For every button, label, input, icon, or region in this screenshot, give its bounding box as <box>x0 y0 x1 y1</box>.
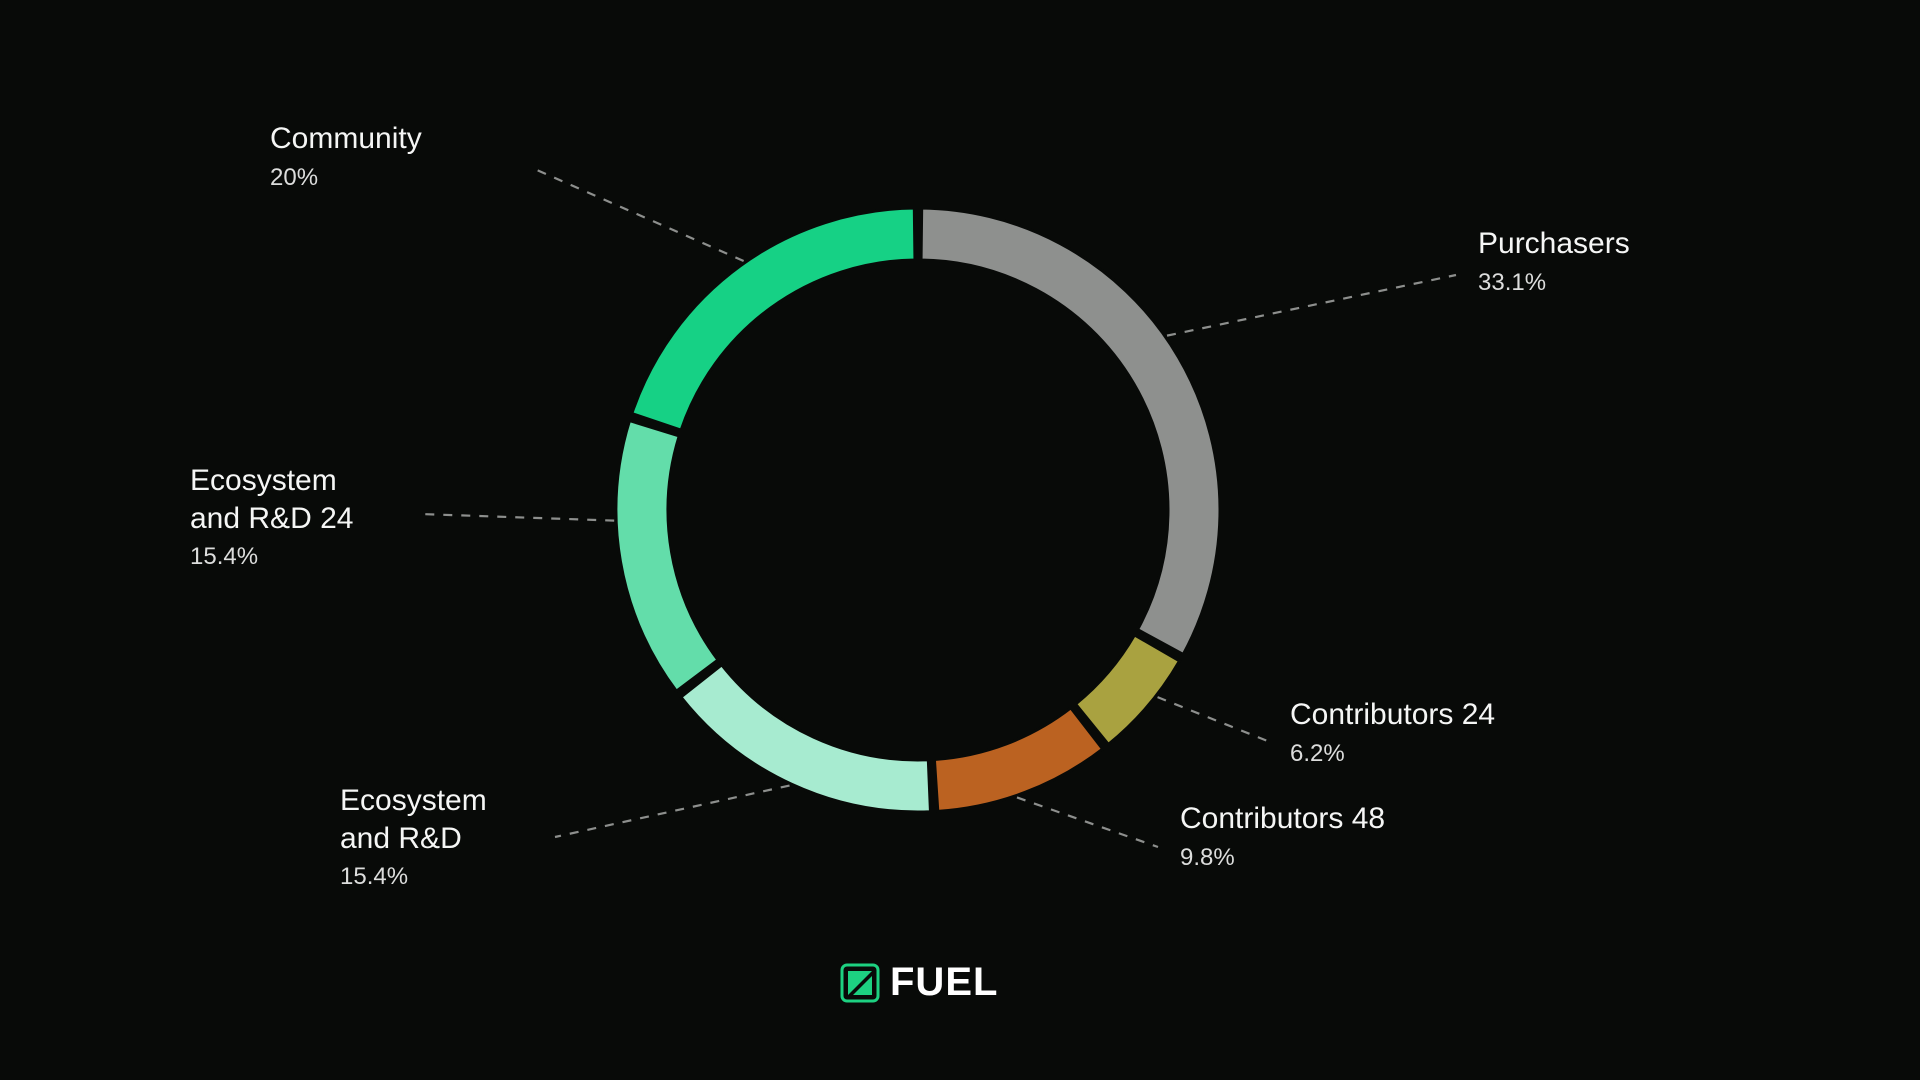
label-title-ecosystem_rd: Ecosystem and R&D <box>340 782 487 857</box>
fuel-logo-icon <box>840 963 880 1003</box>
label-pct-ecosystem_rd: 15.4% <box>340 863 487 891</box>
label-contributors24: Contributors 24 6.2% <box>1290 696 1495 768</box>
label-title-community: Community <box>270 120 422 158</box>
label-community: Community 20% <box>270 120 422 192</box>
slice-purchasers <box>921 208 1220 654</box>
label-title-contributors24: Contributors 24 <box>1290 696 1495 734</box>
label-pct-ecosystem_rd_24: 15.4% <box>190 543 353 571</box>
label-title-ecosystem_rd_24: Ecosystem and R&D 24 <box>190 462 353 537</box>
slice-community <box>632 208 915 430</box>
leader-contributors24 <box>1158 697 1270 742</box>
label-contributors48: Contributors 48 9.8% <box>1180 800 1385 872</box>
label-title-contributors48: Contributors 48 <box>1180 800 1385 838</box>
label-title-purchasers: Purchasers <box>1478 225 1630 263</box>
slice-contributors24 <box>1076 635 1180 745</box>
leader-ecosystem_rd <box>555 786 790 837</box>
fuel-logo: FUEL <box>840 960 998 1005</box>
slice-contributors48 <box>934 708 1102 811</box>
slice-ecosystem_rd <box>681 665 931 812</box>
label-purchasers: Purchasers 33.1% <box>1478 225 1630 297</box>
chart-stage: Community 20% Purchasers 33.1% Contributors … <box>0 0 1920 1080</box>
leader-purchasers <box>1167 275 1456 336</box>
leader-contributors48 <box>1017 797 1158 847</box>
leader-community <box>530 167 744 261</box>
label-pct-contributors48: 9.8% <box>1180 844 1385 872</box>
leader-ecosystem_rd_24 <box>420 514 614 521</box>
fuel-logo-text: FUEL <box>890 960 998 1005</box>
label-ecosystem_rd: Ecosystem and R&D 15.4% <box>340 782 487 891</box>
slice-ecosystem_rd_24 <box>616 421 718 692</box>
label-pct-contributors24: 6.2% <box>1290 740 1495 768</box>
label-pct-purchasers: 33.1% <box>1478 269 1630 297</box>
label-pct-community: 20% <box>270 164 422 192</box>
label-ecosystem_rd_24: Ecosystem and R&D 24 15.4% <box>190 462 353 571</box>
